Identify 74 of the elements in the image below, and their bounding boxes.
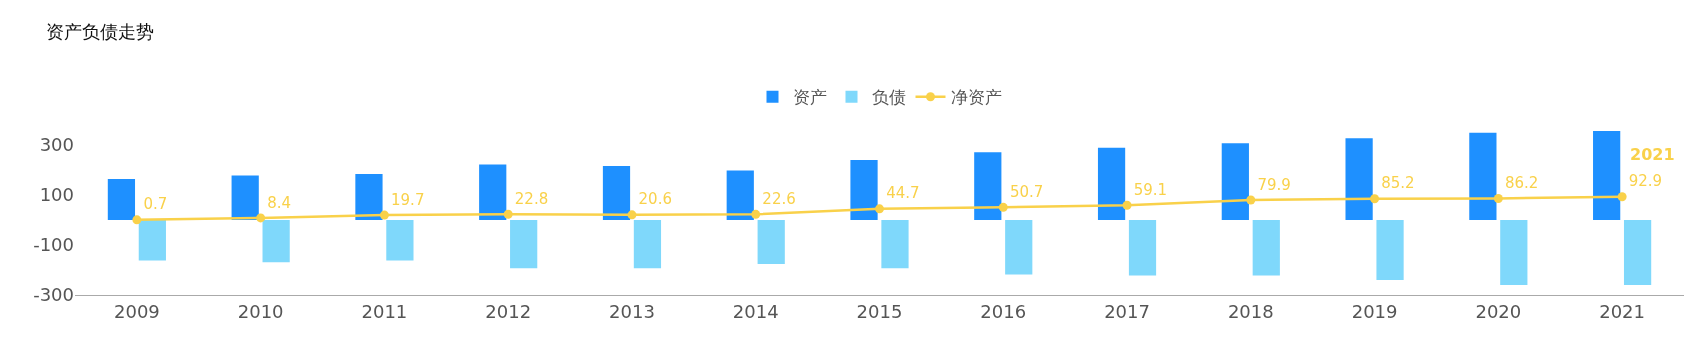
- data-label: 92.9: [1628, 172, 1663, 191]
- bar: [1593, 131, 1621, 220]
- data-label: 50.7: [1009, 182, 1044, 201]
- data-label: 44.7: [886, 184, 920, 203]
- data-label: 20.6: [638, 190, 672, 209]
- x-tick-label: 2020: [1475, 300, 1522, 322]
- x-tick-label: 2009: [113, 300, 160, 322]
- data-label: 86.2: [1504, 174, 1539, 193]
- y-tick-label: 100: [39, 184, 74, 206]
- bar: [974, 152, 1002, 220]
- bar: [633, 220, 662, 269]
- data-label: 0.7: [143, 195, 168, 214]
- x-tick-label: 2014: [732, 300, 779, 322]
- chart-title: 资产负债走势: [45, 20, 154, 42]
- bar: [1097, 147, 1126, 220]
- data-label: 22.6: [762, 189, 796, 208]
- point: [1493, 193, 1503, 203]
- point: [379, 210, 389, 220]
- point: [256, 213, 266, 223]
- point: [1246, 195, 1256, 205]
- bar: [1128, 220, 1157, 276]
- legend-label: 净资产: [950, 87, 1002, 108]
- legend-label: 负债: [871, 87, 906, 108]
- point: [1617, 192, 1627, 202]
- x-tick-label: 2015: [856, 300, 903, 322]
- y-tick-label: -300: [33, 284, 74, 306]
- bar: [138, 220, 166, 261]
- x-tick-label: 2019: [1351, 300, 1398, 322]
- bar: [1345, 138, 1373, 220]
- bar: [1376, 220, 1404, 280]
- y-tick-label: 300: [39, 134, 74, 156]
- bar: [850, 160, 878, 220]
- bar: [510, 220, 538, 269]
- point: [1122, 200, 1132, 210]
- x-tick-label: 2021: [1599, 300, 1646, 322]
- x-tick-label: 2013: [609, 300, 655, 322]
- bar: [355, 174, 383, 220]
- x-tick-label: 2016: [980, 300, 1027, 322]
- bar: [602, 166, 631, 220]
- bar: [231, 175, 259, 220]
- bar: [726, 170, 754, 220]
- legend-label: 资产: [792, 87, 827, 108]
- x-tick-label: 2017: [1104, 300, 1150, 322]
- bar: [386, 220, 414, 261]
- point: [503, 209, 513, 219]
- bar: [479, 164, 507, 220]
- bar: [1469, 132, 1497, 220]
- bar: [1500, 220, 1528, 285]
- data-label: 85.2: [1381, 174, 1415, 193]
- point: [132, 215, 142, 225]
- bar: [1252, 220, 1280, 276]
- annotation: 2021: [1630, 145, 1675, 164]
- x-tick-label: 2018: [1227, 300, 1274, 322]
- point: [751, 209, 761, 219]
- x-tick-label: 2010: [237, 300, 284, 322]
- bar: [1623, 220, 1652, 285]
- data-label: 22.8: [514, 189, 549, 208]
- point: [998, 202, 1008, 212]
- point: [1370, 194, 1380, 204]
- bar: [1005, 220, 1033, 275]
- bar: [107, 179, 136, 220]
- bar: [1221, 143, 1249, 220]
- x-tick-label: 2011: [361, 300, 408, 322]
- data-label: 59.1: [1133, 180, 1168, 199]
- data-label: 19.7: [391, 190, 425, 209]
- point: [627, 210, 637, 220]
- data-label: 79.9: [1257, 175, 1291, 194]
- bar: [757, 220, 785, 264]
- bar: [881, 220, 909, 269]
- data-label: 8.4: [267, 193, 292, 212]
- bar: [262, 220, 290, 263]
- y-tick-label: -100: [33, 234, 74, 256]
- x-tick-label: 2012: [485, 300, 532, 322]
- point: [875, 204, 884, 214]
